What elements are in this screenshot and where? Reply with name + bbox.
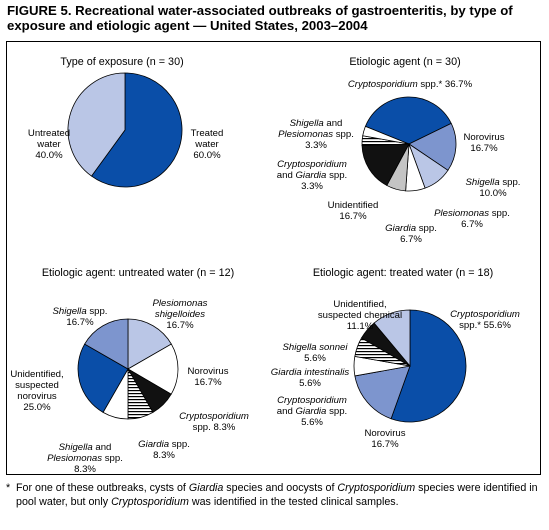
pie-slice-label: Shigella and Plesiomonas spp. 3.3% (278, 118, 354, 151)
pie-slice-label: Shigella sonnei 5.6% (282, 342, 348, 364)
footnote-segment: Giardia (188, 482, 224, 494)
pie-slice (127, 343, 179, 395)
pie-slice-label: Plesiomonas shigelloides 16.7% (153, 298, 208, 331)
pie-slice (90, 72, 183, 188)
pie-slice-label: Plesiomonas spp. 6.7% (434, 208, 510, 230)
pie-slice-label: Unidentified 16.7% (328, 200, 379, 222)
footnote-segment: For one of these outbreaks, cysts of (16, 482, 189, 494)
pie-title: Etiologic agent: treated water (n = 18) (313, 267, 493, 279)
footnote-segment: species were identified in pool water, b… (16, 482, 538, 508)
footnote-segment: Cryptosporidium (337, 482, 416, 494)
pie-slice-label: Shigella spp. 10.0% (466, 177, 521, 199)
pie-slice-label: Cryptosporidium spp.* 55.6% (450, 309, 520, 331)
pie-slice (354, 365, 411, 420)
pie-slice-label: Treated water 60.0% (191, 128, 224, 161)
pie-slice-label: Cryptosporidium spp. 8.3% (179, 411, 249, 433)
pie-slice (364, 96, 452, 145)
pie-slice (373, 309, 411, 368)
pie-slice (67, 72, 126, 177)
pie-title: Etiologic agent (n = 30) (349, 56, 460, 68)
pie-slice-label: Cryptosporidium and Giardia spp. 5.6% (277, 395, 347, 428)
footnote-segment: species and oocysts of (223, 482, 338, 494)
pie-slice (362, 125, 410, 145)
pie-title: Type of exposure (n = 30) (60, 56, 183, 68)
pie-slice-label: Cryptosporidium and Giardia spp. 3.3% (277, 159, 347, 192)
pie-slice (84, 318, 129, 370)
footnote-marker: * (6, 482, 11, 494)
pie-slice-label: Cryptosporidium spp.* 36.7% (348, 79, 473, 90)
pie-slice-label: Shigella spp. 16.7% (53, 306, 108, 328)
footnote-segment: was identified in the tested clinical sa… (188, 496, 399, 508)
chart-panel-frame (6, 41, 541, 475)
pie-slice (127, 318, 172, 370)
figure-title: FIGURE 5. Recreational water-associated … (7, 3, 513, 33)
pie-slice (408, 122, 457, 171)
pie-slice (77, 343, 129, 413)
footnote: * For one of these outbreaks, cysts of G… (6, 481, 544, 509)
pie-slice-label: Shigella and Plesiomonas spp. 8.3% (47, 442, 123, 475)
pie-slice-label: Giardia spp. 6.7% (385, 223, 437, 245)
pie-slice-label: Norovirus 16.7% (187, 366, 228, 388)
footnote-segment: Cryptosporidium (111, 496, 189, 508)
pie-slice-label: Norovirus 16.7% (463, 132, 504, 154)
pie-slice-label: Giardia intestinalis 5.6% (271, 367, 350, 389)
pie-slice-label: Unidentified, suspected norovirus 25.0% (10, 369, 63, 413)
pie-title: Etiologic agent: untreated water (n = 12… (42, 267, 234, 279)
pie-slice (390, 309, 467, 423)
pie-slice-label: Untreated water 40.0% (28, 128, 70, 161)
pie-slice-label: Unidentified, suspected chemical 11.1% (318, 299, 402, 332)
pie-slice-label: Norovirus 16.7% (364, 428, 405, 450)
pie-slice-label: Giardia spp. 8.3% (138, 439, 190, 461)
footnote-text: For one of these outbreaks, cysts of Gia… (16, 481, 544, 509)
pie-slice (361, 143, 410, 186)
